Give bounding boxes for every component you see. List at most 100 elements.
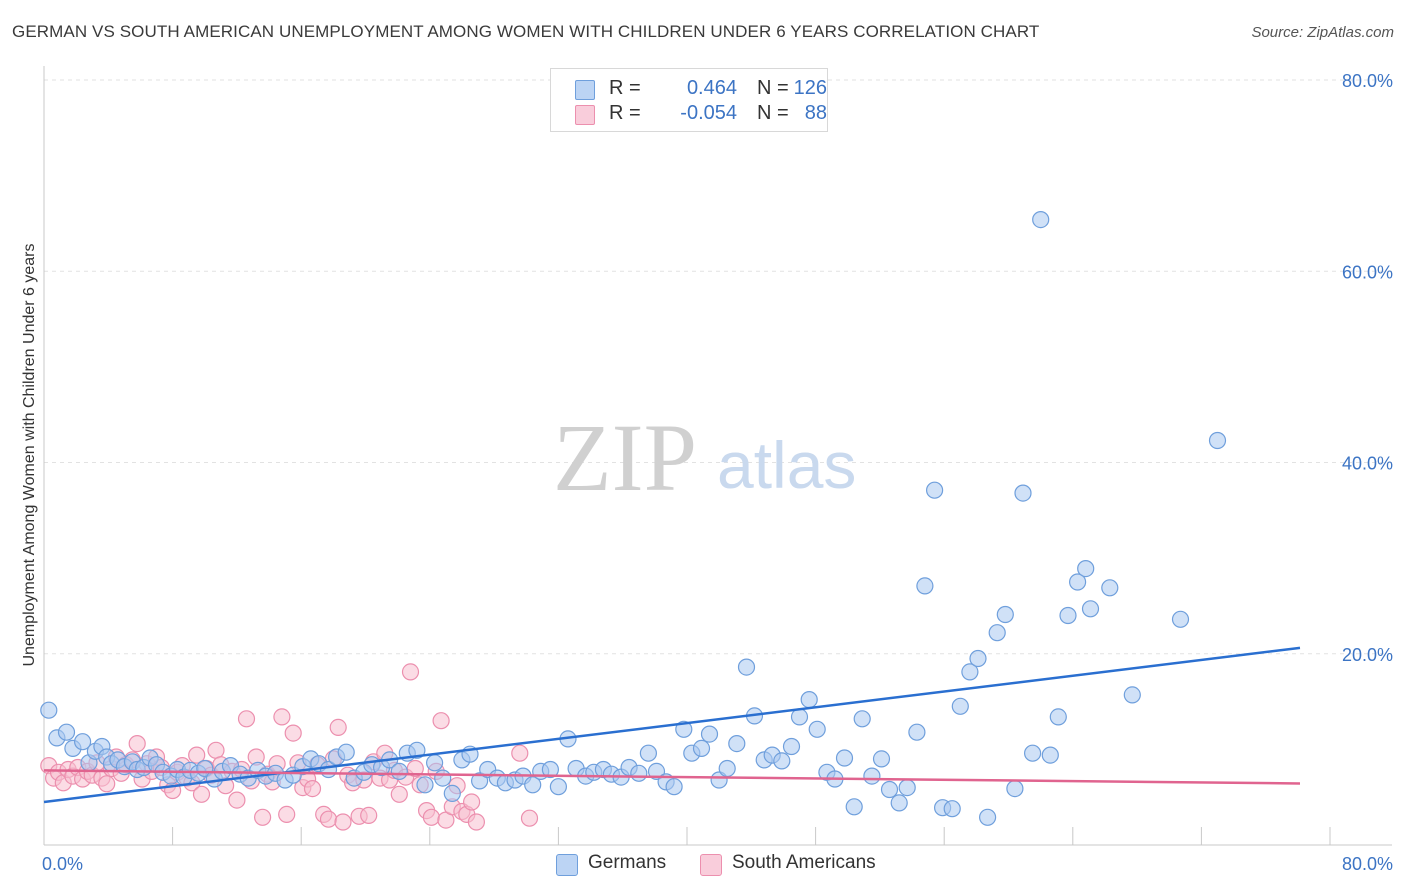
gridlines [44, 79, 1392, 655]
south-americans-point-87 [520, 809, 539, 827]
germans-point-101 [890, 794, 908, 812]
south-americans-points [40, 663, 539, 831]
south-americans-point-48 [278, 805, 296, 824]
x-tick-label-0: 0.0% [42, 854, 83, 874]
south-americans-point-30 [188, 746, 206, 764]
germans-point-119 [1049, 708, 1067, 726]
watermark-atlas: atlas [717, 428, 856, 502]
south-americans-point-43 [254, 808, 272, 826]
south-americans-point-12 [98, 775, 116, 793]
y-tick-label-1: 40.0% [1342, 454, 1393, 474]
germans-point-45 [390, 762, 408, 781]
germans-point-62 [541, 760, 560, 779]
germans-point-100 [880, 780, 899, 799]
tick-labels: 20.0% 40.0% 60.0% 80.0% 0.0% 80.0% [42, 71, 1393, 874]
germans-point-122 [1077, 559, 1095, 578]
germans-point-107 [943, 800, 961, 818]
germans-point-47 [408, 741, 426, 759]
south-americans-legend-label: South Americans [732, 852, 876, 873]
germans-point-50 [434, 769, 452, 787]
south-americans-swatch [575, 105, 595, 125]
germans-point-99 [872, 750, 891, 768]
south-americans-point-59 [334, 813, 352, 831]
germans-point-109 [961, 663, 979, 681]
germans-point-104 [916, 577, 934, 595]
south-americans-point-72 [401, 663, 420, 681]
germans-n-label: N = [757, 77, 789, 99]
y-tick-label-0: 20.0% [1342, 645, 1393, 665]
germans-point-49 [426, 754, 444, 772]
germans-point-97 [853, 710, 871, 728]
germans-point-4 [73, 733, 92, 751]
correlation-legend: R = 0.464 N = 126 R = -0.054 N = 88 [550, 68, 828, 132]
germans-point-88 [773, 752, 791, 770]
germans-point-39 [337, 743, 355, 761]
germans-point-103 [908, 723, 926, 741]
germans-point-113 [996, 605, 1014, 624]
germans-point-121 [1068, 573, 1087, 591]
germans-point-60 [524, 776, 542, 794]
germans-point-120 [1059, 606, 1077, 625]
south-americans-n-label: N = [757, 102, 789, 124]
germans-point-72 [630, 764, 648, 782]
germans-r-value: 0.464 [686, 77, 737, 99]
germans-point-51 [443, 784, 461, 803]
germans-legend-label: Germans [588, 852, 667, 873]
germans-point-102 [898, 778, 916, 797]
germans-point-76 [665, 778, 683, 796]
south-americans-point-64 [360, 806, 378, 825]
germans-point-82 [718, 759, 736, 778]
germans-point-92 [808, 720, 826, 738]
germans-point-127 [1208, 431, 1227, 450]
south-americans-point-58 [329, 718, 347, 737]
south-americans-r-value: -0.054 [680, 102, 737, 124]
germans-legend-swatch [556, 854, 578, 876]
south-americans-point-18 [128, 734, 146, 753]
south-americans-point-86 [511, 744, 529, 762]
germans-point-73 [639, 744, 658, 762]
germans-point-116 [1023, 744, 1042, 762]
south-americans-point-78 [432, 712, 450, 730]
south-americans-point-85 [467, 813, 485, 831]
south-americans-point-40 [237, 710, 256, 728]
germans-trend-line [43, 646, 1301, 804]
south-americans-point-49 [284, 724, 302, 742]
germans-point-83 [728, 734, 746, 753]
germans-point-0 [40, 701, 58, 719]
germans-point-79 [692, 739, 711, 758]
watermark-zip: ZIP [553, 404, 697, 511]
south-americans-point-38 [228, 791, 246, 809]
germans-points [40, 211, 1227, 826]
south-americans-legend-swatch [700, 854, 722, 876]
chart-title: GERMAN VS SOUTH AMERICAN UNEMPLOYMENT AM… [12, 22, 1040, 41]
germans-point-110 [969, 649, 987, 668]
south-americans-point-84 [463, 793, 481, 811]
south-americans-point-31 [192, 785, 211, 803]
germans-point-77 [675, 720, 693, 738]
germans-point-123 [1081, 600, 1100, 618]
germans-point-98 [863, 767, 881, 785]
germans-n-value: 126 [793, 77, 827, 99]
germans-swatch [575, 80, 595, 100]
south-americans-point-70 [390, 785, 408, 803]
south-americans-point-76 [422, 808, 440, 826]
germans-point-112 [988, 624, 1006, 642]
germans-point-105 [925, 481, 944, 499]
germans-point-96 [845, 798, 863, 816]
germans-point-114 [1006, 779, 1024, 798]
germans-point-63 [549, 778, 568, 796]
south-americans-point-34 [207, 741, 225, 759]
germans-point-89 [782, 737, 801, 756]
source-credit: Source: ZipAtlas.com [1251, 24, 1394, 41]
south-americans-point-53 [303, 779, 322, 798]
germans-point-80 [700, 725, 719, 743]
trend-lines [43, 646, 1301, 804]
germans-point-115 [1014, 484, 1032, 502]
south-americans-r-label: R = [609, 102, 641, 124]
germans-point-111 [978, 808, 997, 826]
germans-point-91 [800, 690, 818, 709]
germans-point-124 [1101, 579, 1119, 597]
germans-point-90 [790, 708, 809, 726]
germans-point-108 [951, 697, 969, 715]
